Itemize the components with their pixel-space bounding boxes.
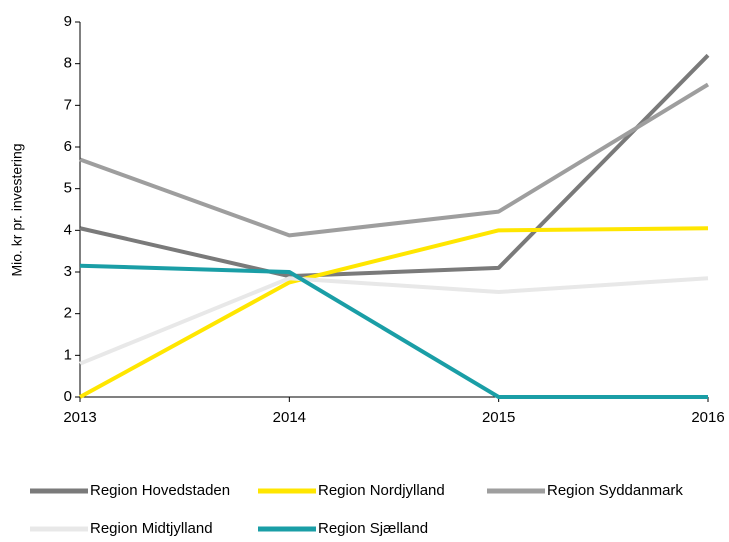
- y-tick-label: 9: [64, 13, 72, 30]
- y-tick-label: 6: [64, 138, 72, 155]
- y-tick-label: 1: [64, 346, 72, 363]
- x-tick-label: 2015: [482, 409, 515, 426]
- legend-label: Region Hovedstaden: [90, 482, 230, 499]
- y-axis-label: Mio. kr pr. investering: [9, 143, 25, 276]
- y-tick-label: 3: [64, 263, 72, 280]
- y-tick-label: 2: [64, 305, 72, 322]
- y-tick-label: 5: [64, 180, 72, 197]
- legend-label: Region Nordjylland: [318, 482, 445, 499]
- legend-label: Region Sjælland: [318, 520, 428, 537]
- series-line: [79, 263, 708, 399]
- x-tick-label: 2013: [63, 409, 96, 426]
- y-tick-label: 7: [64, 96, 72, 113]
- y-tick-label: 4: [64, 221, 72, 238]
- series-line: [79, 82, 710, 238]
- legend-label: Region Midtjylland: [90, 520, 213, 537]
- series-line: [79, 276, 709, 366]
- x-tick-label: 2014: [273, 409, 306, 426]
- legend-label: Region Syddanmark: [547, 482, 683, 499]
- y-tick-label: 8: [64, 55, 72, 72]
- y-tick-label: 0: [64, 388, 72, 405]
- series-line: [79, 226, 709, 399]
- series-line: [79, 53, 710, 279]
- x-tick-label: 2016: [691, 409, 724, 426]
